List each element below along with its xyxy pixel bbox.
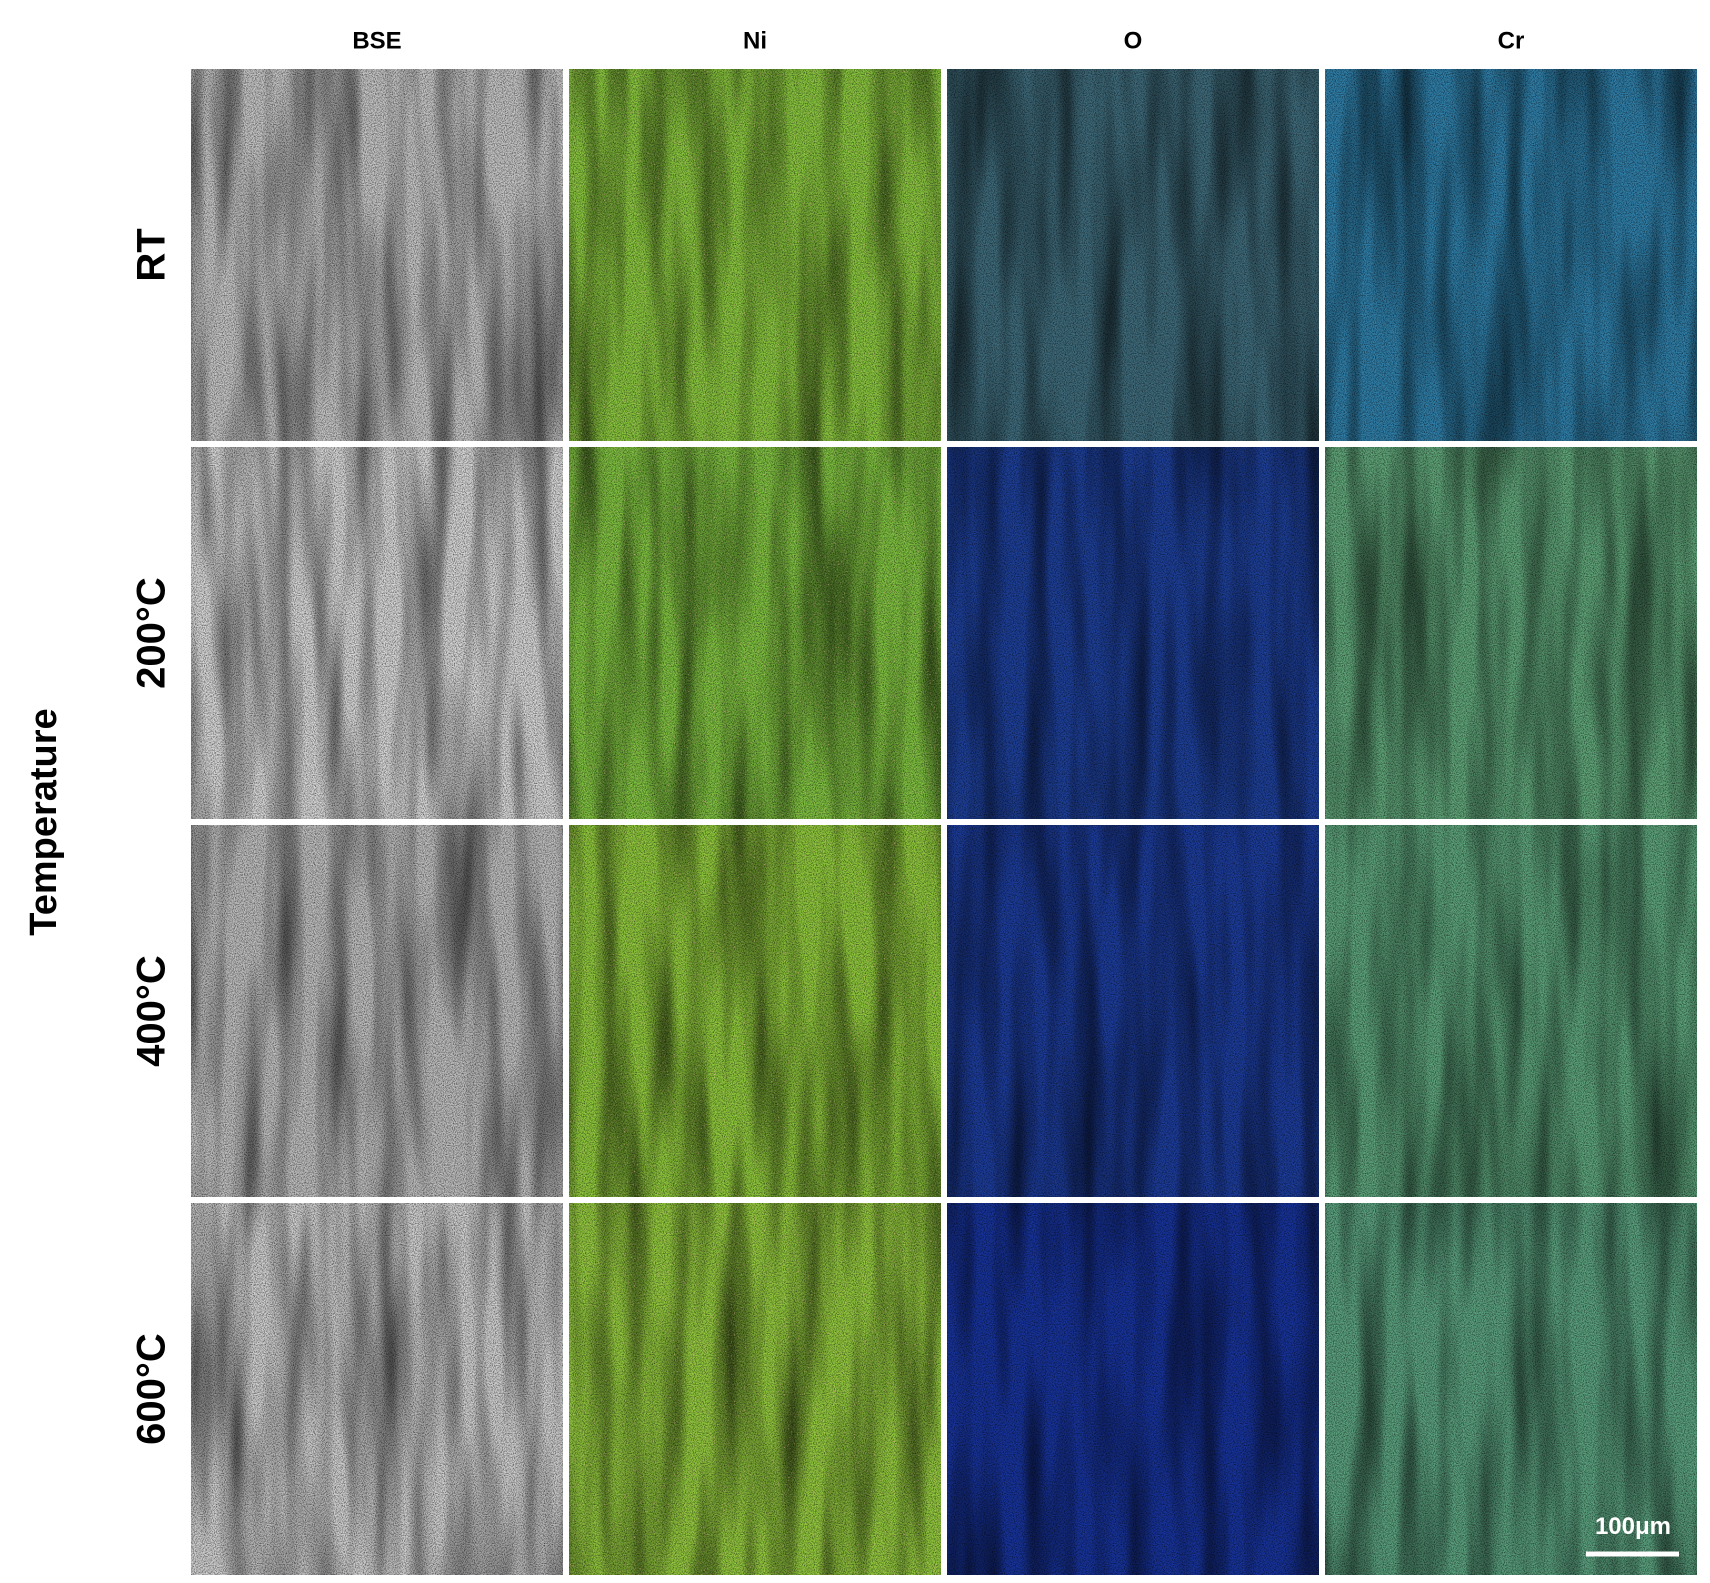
row-label: RT <box>130 228 174 281</box>
map-panel <box>1325 69 1697 441</box>
map-panel <box>191 825 563 1197</box>
panel-specks <box>569 447 941 819</box>
map-panel <box>1325 447 1697 819</box>
axis-label: Temperature <box>23 708 65 935</box>
map-panel <box>947 447 1319 819</box>
map-panel <box>947 69 1319 441</box>
panel-noise <box>1325 825 1697 1197</box>
map-panel <box>191 447 563 819</box>
row-label: 200°C <box>130 577 174 689</box>
map-panel <box>569 1203 941 1575</box>
panel-noise <box>191 447 563 819</box>
map-panel <box>191 69 563 441</box>
panel-noise <box>1325 447 1697 819</box>
map-panel <box>1325 825 1697 1197</box>
panel-noise <box>191 69 563 441</box>
column-header: BSE <box>352 27 401 54</box>
panel-noise <box>947 825 1319 1197</box>
panel-specks <box>569 1203 941 1575</box>
panel-specks <box>569 69 941 441</box>
panel-noise <box>1325 69 1697 441</box>
panel-noise <box>191 825 563 1197</box>
map-panel <box>947 825 1319 1197</box>
column-header: Cr <box>1498 27 1525 54</box>
row-label: 600°C <box>130 1333 174 1445</box>
panel-noise <box>1325 1203 1697 1575</box>
map-panel <box>569 447 941 819</box>
column-header: O <box>1124 27 1143 54</box>
panel-noise <box>947 69 1319 441</box>
panel-noise <box>191 1203 563 1575</box>
row-label: 400°C <box>130 955 174 1067</box>
map-panel <box>191 1203 563 1575</box>
map-panel <box>947 1203 1319 1575</box>
column-header: Ni <box>743 27 767 54</box>
panel-specks <box>569 825 941 1197</box>
map-panel <box>569 825 941 1197</box>
labels: BSE Ni O Cr RT 200°C 400°C 600°C <box>130 27 1525 1444</box>
panel-noise <box>947 1203 1319 1575</box>
map-panel <box>1325 1203 1697 1575</box>
panel-noise <box>947 447 1319 819</box>
map-panel <box>569 69 941 441</box>
scale-bar-label: 100μm <box>1595 1513 1671 1540</box>
panel-grid <box>191 69 1697 1575</box>
